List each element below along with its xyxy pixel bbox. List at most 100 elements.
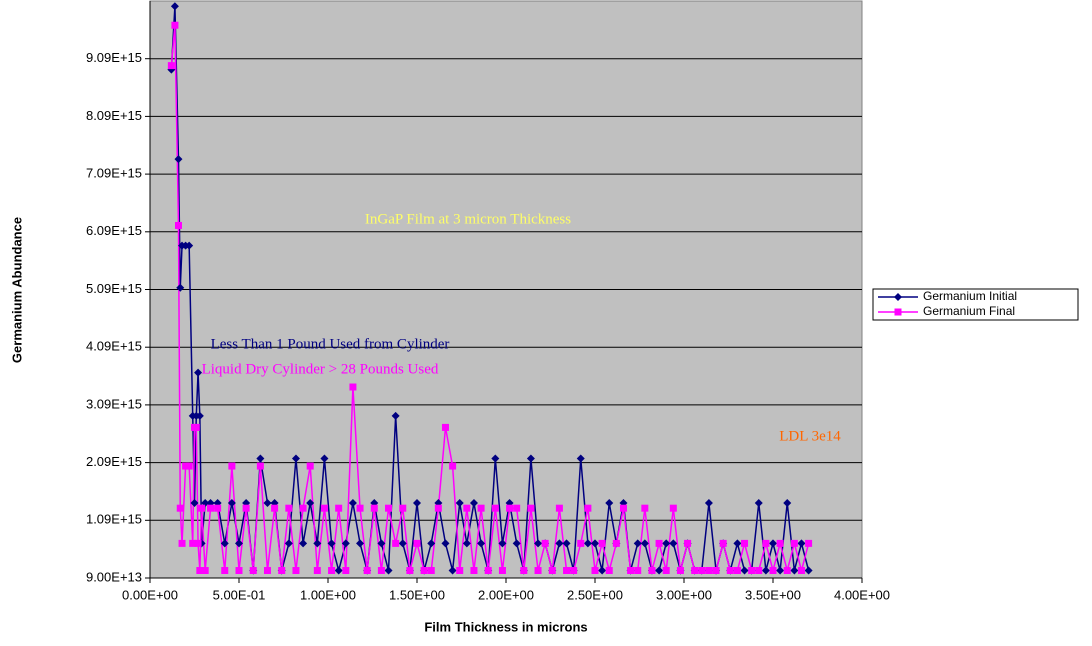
marker [292, 566, 300, 574]
marker [306, 462, 314, 470]
marker [583, 539, 592, 548]
marker [167, 62, 175, 70]
marker [299, 504, 307, 512]
marker [427, 539, 436, 548]
marker [448, 566, 457, 575]
marker [455, 498, 464, 507]
marker [263, 566, 271, 574]
marker [761, 566, 770, 575]
marker [704, 498, 713, 507]
marker [591, 539, 599, 548]
y-tick-label: 5.09E+15 [86, 281, 142, 296]
y-tick-label: 9.09E+15 [86, 50, 142, 65]
marker [220, 539, 229, 548]
marker [719, 539, 727, 547]
marker [196, 566, 204, 574]
y-tick-label: 1.09E+15 [86, 512, 142, 527]
plot-content [167, 2, 813, 575]
marker [776, 539, 784, 547]
marker [190, 498, 199, 507]
marker [313, 539, 322, 548]
marker [655, 539, 663, 547]
marker [498, 539, 507, 548]
marker [420, 566, 428, 574]
x-tick-label: 3.00E+00 [656, 587, 712, 602]
marker [555, 504, 563, 512]
marker [712, 566, 720, 574]
marker [341, 539, 350, 548]
annotation: LDL 3e14 [779, 428, 841, 444]
marker [313, 566, 321, 574]
marker [563, 566, 571, 574]
marker [797, 566, 805, 574]
marker [228, 462, 236, 470]
marker [271, 504, 279, 512]
marker [227, 498, 236, 507]
marker [676, 566, 684, 574]
marker [391, 411, 400, 420]
marker [249, 566, 257, 574]
marker [462, 539, 471, 548]
marker [790, 539, 798, 547]
marker [491, 454, 500, 463]
marker [526, 454, 535, 463]
marker [441, 423, 449, 431]
marker [598, 566, 607, 575]
marker [648, 566, 656, 574]
marker [484, 566, 492, 574]
marker [641, 504, 649, 512]
marker [441, 539, 450, 548]
marker [754, 498, 763, 507]
marker [242, 504, 250, 512]
marker [185, 462, 193, 470]
marker [342, 566, 350, 574]
marker [349, 383, 357, 391]
x-tick-label: 0.00E+00 [122, 587, 178, 602]
marker [612, 539, 620, 547]
marker [740, 566, 749, 575]
x-tick-label: 5.00E-01 [213, 587, 266, 602]
marker [576, 454, 585, 463]
marker [894, 293, 902, 301]
marker [256, 454, 265, 463]
marker [769, 566, 777, 574]
annotation: Less Than 1 Pound Used from Cylinder [211, 336, 450, 352]
marker [534, 539, 543, 548]
marker [413, 539, 421, 547]
marker [198, 504, 206, 512]
marker [506, 504, 514, 512]
x-tick-label: 4.00E+00 [834, 587, 890, 602]
marker [192, 423, 200, 431]
marker [335, 504, 343, 512]
x-axis-label: Film Thickness in microns [424, 619, 587, 634]
marker [413, 498, 421, 507]
marker [449, 462, 457, 470]
marker [655, 566, 664, 575]
marker [377, 539, 386, 548]
marker [256, 462, 264, 470]
marker [320, 454, 329, 463]
x-tick-label: 1.00E+00 [300, 587, 356, 602]
marker [698, 566, 706, 574]
marker [356, 504, 364, 512]
marker [527, 504, 535, 512]
marker [235, 566, 243, 574]
marker [291, 454, 300, 463]
marker [804, 566, 813, 575]
marker [214, 504, 222, 512]
marker [691, 566, 699, 574]
marker [797, 539, 806, 548]
marker [669, 539, 678, 548]
marker [221, 566, 229, 574]
marker [783, 566, 791, 574]
marker [235, 539, 243, 548]
marker [605, 498, 614, 507]
marker [385, 504, 393, 512]
marker [491, 504, 499, 512]
y-tick-label: 7.09E+15 [86, 166, 142, 181]
y-tick-label: 3.09E+15 [86, 396, 142, 411]
x-tick-label: 2.00E+00 [478, 587, 534, 602]
marker [769, 539, 777, 548]
marker [577, 539, 585, 547]
